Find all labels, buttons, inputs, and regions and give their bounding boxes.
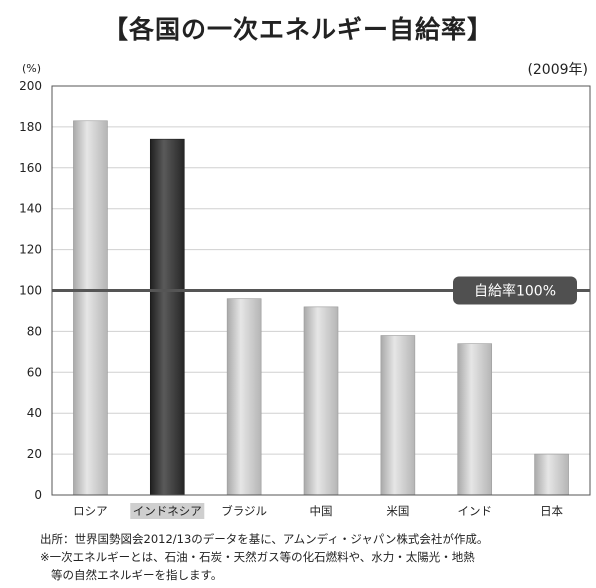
- y-tick-label: 60: [27, 365, 42, 379]
- category-label: ブラジル: [221, 504, 267, 518]
- y-tick-label: 40: [27, 406, 42, 420]
- bar: [73, 120, 108, 496]
- y-tick-label: 0: [34, 488, 42, 502]
- reference-label: 自給率100%: [474, 283, 556, 300]
- reference-badge: [453, 276, 577, 305]
- category-label-highlight: [130, 503, 205, 519]
- category-label: 日本: [540, 504, 563, 518]
- bar: [226, 298, 262, 496]
- y-tick-label: 200: [19, 79, 42, 93]
- bar: [303, 306, 339, 496]
- y-tick-label: 80: [27, 324, 42, 338]
- source-note: 出所：世界国勢図会2012/13のデータを基に、アムンディ・ジャパン株式会社が作…: [40, 532, 489, 546]
- category-label: 米国: [386, 504, 409, 518]
- bar-chart: 0 20 40 60 80 100 120 140 160 180 200 ロシア インドネシア ブラジル…: [19, 62, 591, 519]
- y-axis-unit: (%): [22, 62, 41, 75]
- y-tick-label: 140: [19, 202, 42, 216]
- footnote-line-1: ※一次エネルギーとは、石油・石炭・天然ガス等の化石燃料や、水力・太陽光・地熱: [40, 550, 475, 564]
- y-tick-label: 160: [19, 161, 42, 175]
- category-label: ロシア: [73, 504, 108, 518]
- y-tick-label: 120: [19, 243, 42, 257]
- chart-title: 【各国の一次エネルギー自給率】: [102, 15, 493, 44]
- category-label: インド: [457, 504, 492, 518]
- y-tick-label: 20: [27, 447, 42, 461]
- y-tick-label: 180: [19, 120, 42, 134]
- category-label: 中国: [310, 504, 333, 518]
- footnote-line-2: 等の自然エネルギーを指します。: [51, 568, 223, 582]
- bar: [149, 138, 185, 496]
- bar: [457, 343, 493, 496]
- bar: [534, 453, 569, 496]
- year-label: (2009年): [527, 62, 588, 78]
- y-tick-label: 100: [19, 284, 42, 298]
- bar: [380, 335, 416, 496]
- notes: 出所：世界国勢図会2012/13のデータを基に、アムンディ・ジャパン株式会社が作…: [40, 530, 590, 584]
- category-label: インドネシア: [133, 504, 202, 518]
